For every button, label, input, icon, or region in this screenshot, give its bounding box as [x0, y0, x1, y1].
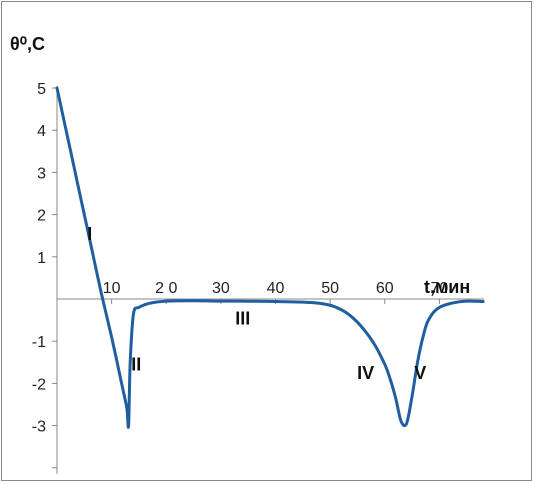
x-axis-title: t,мин — [424, 277, 470, 297]
y-tick-label: 4 — [37, 123, 46, 140]
y-tick-label: 2 — [37, 208, 46, 225]
region-label: II — [131, 355, 141, 375]
y-axis-title: θ⁰,С — [10, 34, 45, 54]
y-tick-label: 5 — [37, 81, 46, 98]
y-tick-label: 3 — [37, 165, 46, 182]
y-axis-ticks: 5 4 3 2 1 -1 -2 -3 — [32, 81, 57, 469]
series-layer — [55, 86, 485, 429]
x-tick-label: 70 — [430, 280, 448, 297]
region-label: IV — [357, 363, 374, 383]
x-tick-label: 2 0 — [155, 280, 177, 297]
region-label: V — [414, 363, 426, 383]
x-tick-label: 30 — [212, 280, 230, 297]
y-tick-label: -2 — [32, 376, 46, 393]
x-axis-ticks: 10 2 0 30 40 50 60 70 — [103, 280, 448, 304]
temperature-series-line — [55, 86, 485, 429]
x-tick-label: 40 — [267, 280, 285, 297]
y-tick-label: -3 — [32, 419, 46, 436]
x-tick-label: 10 — [103, 280, 121, 297]
y-tick-label: -1 — [32, 334, 46, 351]
y-tick-label: 1 — [37, 250, 46, 267]
x-tick-label: 60 — [376, 280, 394, 297]
region-label: I — [87, 224, 92, 244]
region-label: III — [235, 308, 250, 328]
x-tick-label: 50 — [321, 280, 339, 297]
